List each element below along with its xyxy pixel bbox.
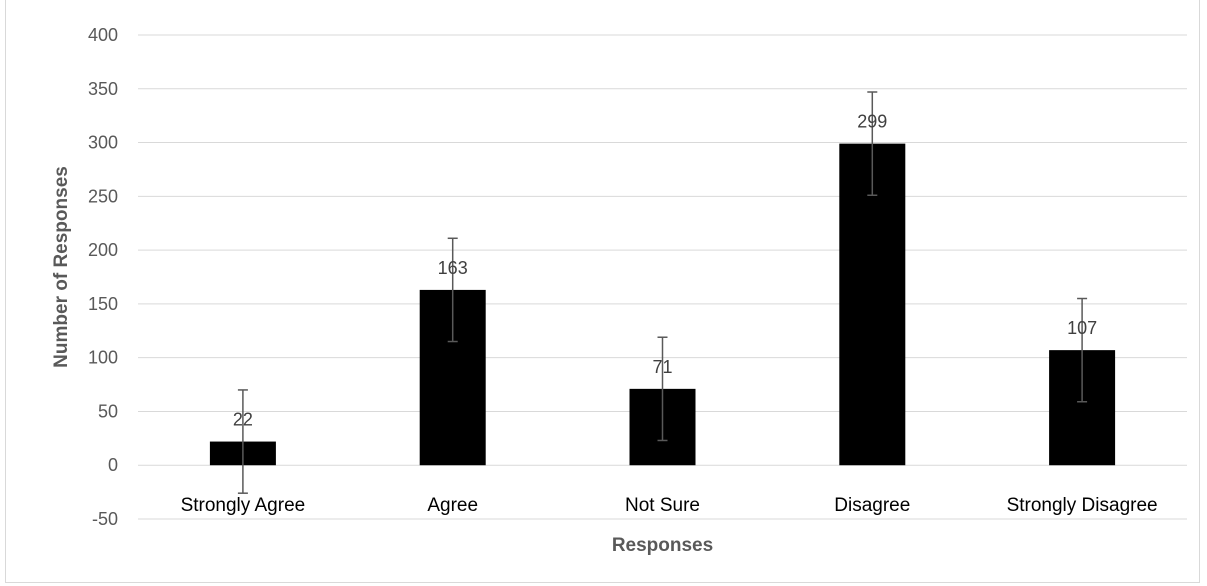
y-tick-label: 100 <box>88 348 118 368</box>
x-category-label: Strongly Agree <box>181 495 306 516</box>
x-category-label: Disagree <box>834 495 910 516</box>
y-tick-label: -50 <box>92 509 118 529</box>
data-label: 163 <box>438 258 468 278</box>
y-tick-label: 400 <box>88 25 118 45</box>
x-category-label: Not Sure <box>625 495 700 516</box>
data-label: 22 <box>233 410 253 430</box>
data-label: 299 <box>857 112 887 132</box>
y-tick-label: 0 <box>108 455 118 475</box>
y-tick-label: 300 <box>88 133 118 153</box>
y-tick-label: 50 <box>98 401 118 421</box>
x-axis-title: Responses <box>612 535 713 556</box>
error-bars <box>237 91 1088 494</box>
y-tick-label: 200 <box>88 240 118 260</box>
x-axis-categories: Strongly Agree Agree Not Sure Disagree Stron… <box>181 495 1158 516</box>
y-axis-ticks: -50 0 50 100 150 200 250 300 350 400 <box>88 25 118 529</box>
y-tick-label: 350 <box>88 79 118 99</box>
data-labels: 22 163 71 299 107 <box>233 112 1097 430</box>
x-category-label: Agree <box>427 495 478 516</box>
y-tick-label: 250 <box>88 186 118 206</box>
chart-frame <box>5 0 1200 583</box>
y-tick-label: 150 <box>88 294 118 314</box>
data-label: 71 <box>652 357 672 377</box>
y-axis-title: Number of Responses <box>51 166 72 368</box>
bars <box>209 143 1116 466</box>
data-label: 107 <box>1067 318 1097 338</box>
bar <box>839 143 906 466</box>
x-category-label: Strongly Disagree <box>1007 495 1158 516</box>
